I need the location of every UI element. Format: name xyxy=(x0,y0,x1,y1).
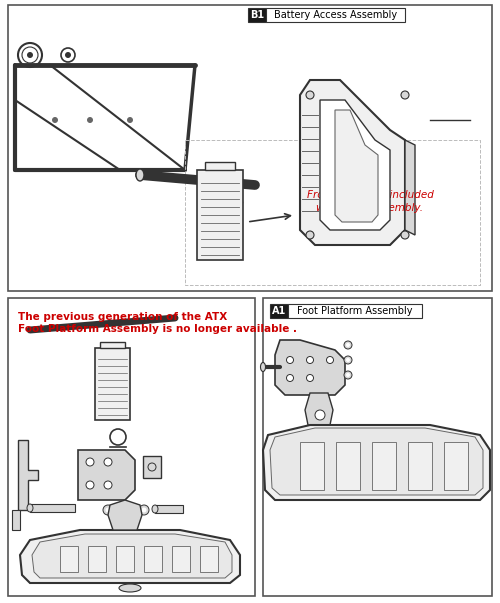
Bar xyxy=(8,298,255,596)
Bar xyxy=(205,162,235,170)
Circle shape xyxy=(344,341,352,349)
Polygon shape xyxy=(263,425,490,500)
Circle shape xyxy=(118,508,122,513)
Circle shape xyxy=(401,91,409,99)
Circle shape xyxy=(65,52,71,58)
Ellipse shape xyxy=(27,504,33,512)
Bar xyxy=(266,8,406,22)
Polygon shape xyxy=(270,428,483,495)
Circle shape xyxy=(346,373,350,377)
Bar xyxy=(248,8,266,22)
Circle shape xyxy=(104,458,112,466)
Circle shape xyxy=(286,374,294,382)
Circle shape xyxy=(86,481,94,489)
Circle shape xyxy=(52,117,58,123)
Bar xyxy=(372,442,396,490)
Bar xyxy=(200,546,218,572)
Bar xyxy=(88,546,106,572)
Bar xyxy=(95,348,130,420)
Polygon shape xyxy=(20,530,240,583)
Circle shape xyxy=(401,231,409,239)
Circle shape xyxy=(27,52,33,58)
Polygon shape xyxy=(320,100,390,230)
Circle shape xyxy=(139,505,149,515)
Bar xyxy=(263,298,492,596)
Text: Battery Access Assembly: Battery Access Assembly xyxy=(274,10,398,20)
Text: The previous generation of the ATX: The previous generation of the ATX xyxy=(18,312,227,322)
Ellipse shape xyxy=(152,505,158,513)
Circle shape xyxy=(326,356,334,364)
Bar xyxy=(60,546,78,572)
Circle shape xyxy=(306,374,314,382)
Bar xyxy=(100,342,125,348)
Polygon shape xyxy=(78,450,135,500)
Text: Foot Platform Assembly is no longer available .: Foot Platform Assembly is no longer avai… xyxy=(18,324,297,334)
Ellipse shape xyxy=(260,362,266,371)
Bar xyxy=(30,504,75,512)
Bar xyxy=(197,170,243,260)
Circle shape xyxy=(127,505,137,515)
Polygon shape xyxy=(108,500,142,530)
Bar xyxy=(408,442,432,490)
Circle shape xyxy=(306,356,314,364)
Bar xyxy=(144,546,162,572)
Bar xyxy=(300,442,324,490)
Polygon shape xyxy=(335,110,378,222)
Bar xyxy=(12,510,20,530)
Polygon shape xyxy=(32,534,232,578)
Ellipse shape xyxy=(136,169,144,181)
Polygon shape xyxy=(18,440,38,510)
Bar xyxy=(8,5,492,291)
Bar xyxy=(116,546,134,572)
Circle shape xyxy=(104,481,112,489)
Circle shape xyxy=(315,410,325,420)
Circle shape xyxy=(344,356,352,364)
Ellipse shape xyxy=(119,584,141,592)
Bar xyxy=(270,304,288,318)
Text: within the assembly.: within the assembly. xyxy=(316,203,424,213)
Polygon shape xyxy=(405,140,415,235)
Polygon shape xyxy=(300,80,405,245)
Circle shape xyxy=(86,458,94,466)
Bar xyxy=(336,442,360,490)
Circle shape xyxy=(115,505,125,515)
Bar xyxy=(444,442,468,490)
Text: Foot Platform Assembly: Foot Platform Assembly xyxy=(297,306,412,316)
Polygon shape xyxy=(305,393,333,430)
Bar xyxy=(155,505,183,513)
Circle shape xyxy=(286,356,294,364)
Text: A1: A1 xyxy=(272,306,286,316)
Circle shape xyxy=(106,508,110,513)
Circle shape xyxy=(130,508,134,513)
Circle shape xyxy=(103,505,113,515)
Circle shape xyxy=(127,117,133,123)
Polygon shape xyxy=(275,340,345,395)
Bar xyxy=(288,304,422,318)
Circle shape xyxy=(344,371,352,379)
Circle shape xyxy=(87,117,93,123)
Bar xyxy=(172,546,190,572)
Circle shape xyxy=(306,231,314,239)
Circle shape xyxy=(306,91,314,99)
Circle shape xyxy=(346,358,350,362)
Circle shape xyxy=(346,343,350,347)
Bar xyxy=(143,456,161,478)
Text: B1: B1 xyxy=(250,10,264,20)
Text: Front Shroud is included: Front Shroud is included xyxy=(306,190,434,200)
Circle shape xyxy=(142,508,146,513)
